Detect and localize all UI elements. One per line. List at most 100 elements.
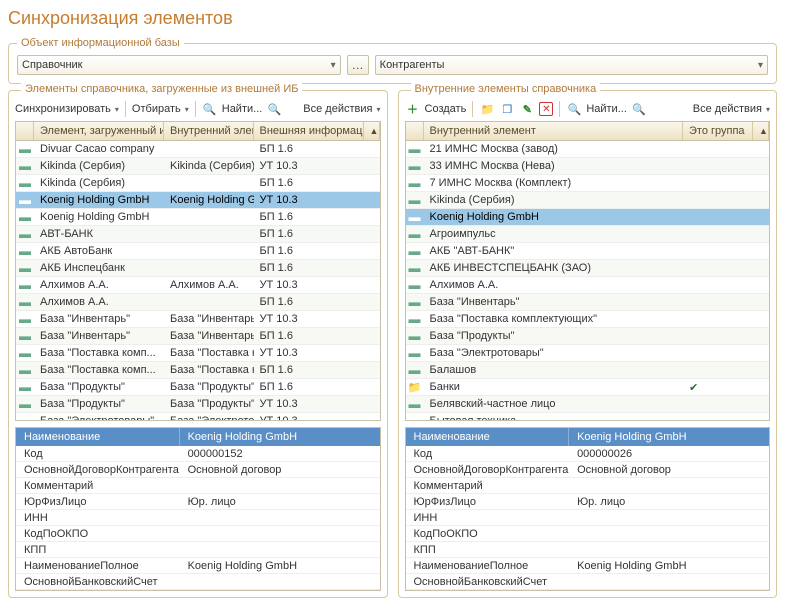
table-row[interactable]: ▬База "Продукты"База "Продукты"БП 1.6 [16,379,380,396]
table-row[interactable]: ▬21 ИМНС Москва (завод) [406,141,770,158]
row-name: 21 ИМНС Москва (завод) [424,142,684,156]
delete-icon[interactable]: ✕ [539,102,553,116]
table-row[interactable]: ▬База "Электротовары" [406,345,770,362]
table-row[interactable]: ▬Балашов [406,362,770,379]
edit-icon[interactable]: ✎ [519,101,535,117]
object-ref-select[interactable]: Контрагенты ▾ [375,55,768,75]
row-int: База "Продукты" [164,380,254,394]
row-name: Банки [424,380,684,394]
table-row[interactable]: ▬Koenig Holding GmbH [406,209,770,226]
find-button[interactable]: Найти... [222,103,263,115]
table-row[interactable]: ▬Kikinda (Сербия)Kikinda (Сербия)УТ 10.3 [16,158,380,175]
clear-search-icon[interactable]: 🔍 [266,101,282,117]
find-button[interactable]: Найти... [586,103,627,115]
table-row[interactable]: ▬Koenig Holding GmbHБП 1.6 [16,209,380,226]
copy-icon[interactable]: ❐ [499,101,515,117]
table-row[interactable]: ▬Алхимов А.А. [406,277,770,294]
prop-row: КПП [16,542,380,558]
table-row[interactable]: ▬База "Поставка комп...База "Поставка ко… [16,362,380,379]
table-row[interactable]: ▬Белявский-частное лицо [406,396,770,413]
table-row[interactable]: ▬АКБ ИнспецбанкБП 1.6 [16,260,380,277]
row-ext: Koenig Holding GmbH [34,210,164,224]
page-title: Синхронизация элементов [8,8,777,29]
table-row[interactable]: ▬База "Электротовары"База "Электротовары… [16,413,380,420]
prop-key: Комментарий [406,479,570,493]
row-marker-icon: ▬ [409,227,421,241]
table-row[interactable]: ▬База "Продукты" [406,328,770,345]
table-row[interactable]: ▬АКБ "АВТ-БАНК" [406,243,770,260]
row-marker-icon: ▬ [409,295,421,309]
table-row[interactable]: ▬База "Инвентарь"База "Инвентарь"УТ 10.3 [16,311,380,328]
table-row[interactable]: ▬База "Поставка комплектующих" [406,311,770,328]
table-row[interactable]: ▬АКБ АвтоБанкБП 1.6 [16,243,380,260]
table-row[interactable]: ▬База "Продукты"База "Продукты"УТ 10.3 [16,396,380,413]
table-row[interactable]: ▬Алхимов А.А.БП 1.6 [16,294,380,311]
row-ext: АВТ-БАНК [34,227,164,241]
right-grid[interactable]: Внутренний элемент Это группа ▲ ▬21 ИМНС… [405,121,771,421]
table-row[interactable]: ▬Алхимов А.А.Алхимов А.А.УТ 10.3 [16,277,380,294]
new-folder-icon[interactable]: 📁 [479,101,495,117]
left-col1[interactable]: Элемент, загруженный из ... [34,122,164,140]
table-row[interactable]: ▬База "Инвентарь" [406,294,770,311]
ellipsis-button[interactable]: … [347,55,369,75]
all-actions-button[interactable]: Все действия [693,103,770,115]
table-row[interactable]: ▬Divuar Cacao companyБП 1.6 [16,141,380,158]
row-marker-icon: ▬ [19,397,31,411]
row-group: ✔ [683,380,753,395]
row-ext: Divuar Cacao company [34,142,164,156]
row-marker-icon: ▬ [19,380,31,394]
row-name: Балашов [424,363,684,377]
row-ext: База "Продукты" [34,380,164,394]
table-row[interactable]: ▬АКБ ИНВЕСТСПЕЦБАНК (ЗАО) [406,260,770,277]
clear-search-icon[interactable]: 🔍 [631,101,647,117]
table-row[interactable]: ▬Бытовая техника [406,413,770,420]
row-int [164,267,254,269]
row-ib: УТ 10.3 [254,312,364,326]
prop-row: ОсновнойДоговорКонтрагентаОсновной догов… [16,462,380,478]
object-type-select[interactable]: Справочник ▾ [17,55,341,75]
prop-key: ЮрФизЛицо [406,495,570,509]
row-int: Алхимов А.А. [164,278,254,292]
row-name: Бытовая техника [424,414,684,420]
prop-key: КПП [16,543,180,557]
table-row[interactable]: 📁Банки✔ [406,379,770,396]
prop-key: ОсновнойБанковскийСчет [406,575,570,589]
row-int: База "Поставка комп... [164,363,254,377]
row-ib: БП 1.6 [254,380,364,394]
right-col1[interactable]: Внутренний элемент [424,122,684,140]
prop-val [569,533,769,535]
row-marker-icon: ▬ [409,159,421,173]
table-row[interactable]: ▬Агроимпульс [406,226,770,243]
prop-val: Koenig Holding GmbH [180,559,380,573]
chevron-down-icon: ▾ [331,60,336,71]
row-name: АКБ ИНВЕСТСПЕЦБАНК (ЗАО) [424,261,684,275]
prop-key: КПП [406,543,570,557]
table-row[interactable]: ▬Koenig Holding GmbHKoenig Holding GmbHУ… [16,192,380,209]
prop-key: ИНН [406,511,570,525]
table-row[interactable]: ▬33 ИМНС Москва (Нева) [406,158,770,175]
table-row[interactable]: ▬Kikinda (Сербия) [406,192,770,209]
prop-key: КодПоОКПО [16,527,180,541]
row-marker-icon: ▬ [19,210,31,224]
table-row[interactable]: ▬База "Инвентарь"База "Инвентарь"БП 1.6 [16,328,380,345]
table-row[interactable]: ▬7 ИМНС Москва (Комплект) [406,175,770,192]
chevron-down-icon: ▾ [758,60,763,71]
prop-key: ЮрФизЛицо [16,495,180,509]
prop-row: ОсновнойДоговорКонтрагентаОсновной догов… [406,462,770,478]
filter-button[interactable]: Отбирать [132,103,189,115]
sync-button[interactable]: Синхронизировать [15,103,119,115]
prop-key: Код [16,447,180,461]
table-row[interactable]: ▬База "Поставка комп...База "Поставка ко… [16,345,380,362]
row-name: База "Продукты" [424,329,684,343]
table-row[interactable]: ▬Kikinda (Сербия)БП 1.6 [16,175,380,192]
left-col3[interactable]: Внешняя информационна... [254,122,364,140]
right-col2[interactable]: Это группа [683,122,753,140]
table-row[interactable]: ▬АВТ-БАНКБП 1.6 [16,226,380,243]
create-button[interactable]: Создать [425,103,467,115]
row-group [683,199,753,201]
left-grid[interactable]: Элемент, загруженный из ... Внутренний э… [15,121,381,421]
all-actions-button[interactable]: Все действия [303,103,380,115]
left-col2[interactable]: Внутренний элемент [164,122,254,140]
row-group [683,182,753,184]
row-int [164,301,254,303]
